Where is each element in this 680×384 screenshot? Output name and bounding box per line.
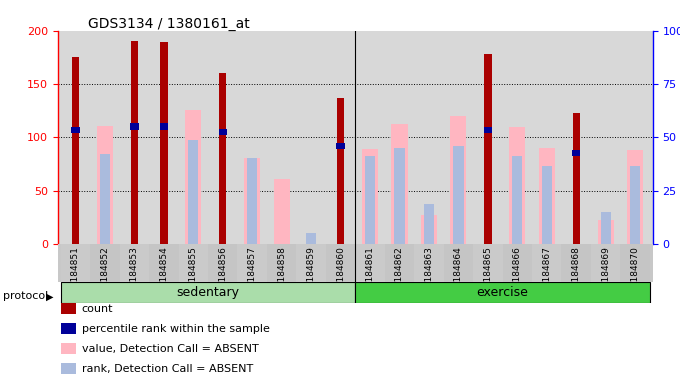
Bar: [573, 113, 580, 244]
Text: GSM184851: GSM184851: [71, 246, 80, 301]
Bar: [600, 212, 611, 244]
Bar: [219, 73, 226, 244]
Bar: [219, 129, 227, 135]
Bar: [237, 244, 267, 282]
Bar: [267, 244, 296, 282]
Bar: [306, 233, 316, 244]
Bar: [483, 127, 492, 133]
Text: GSM184861: GSM184861: [366, 246, 375, 301]
Bar: [160, 43, 167, 244]
Text: percentile rank within the sample: percentile rank within the sample: [82, 324, 269, 334]
Text: GSM184853: GSM184853: [130, 246, 139, 301]
Bar: [71, 127, 80, 133]
Text: GSM184869: GSM184869: [601, 246, 610, 301]
Bar: [326, 244, 355, 282]
Bar: [131, 41, 138, 244]
Bar: [97, 126, 113, 244]
Bar: [591, 244, 620, 282]
Bar: [90, 244, 120, 282]
Bar: [454, 146, 464, 244]
Text: GSM184864: GSM184864: [454, 246, 463, 301]
Bar: [414, 244, 443, 282]
Bar: [539, 148, 555, 244]
Bar: [424, 204, 434, 244]
Text: GSM184859: GSM184859: [307, 246, 316, 301]
Bar: [503, 244, 532, 282]
Text: GDS3134 / 1380161_at: GDS3134 / 1380161_at: [88, 17, 250, 31]
Bar: [365, 156, 375, 244]
Bar: [355, 282, 650, 303]
Bar: [149, 244, 179, 282]
Bar: [627, 150, 643, 244]
Bar: [392, 124, 407, 244]
Bar: [61, 282, 355, 303]
Text: GSM184855: GSM184855: [189, 246, 198, 301]
Bar: [620, 244, 650, 282]
Bar: [512, 156, 522, 244]
Bar: [362, 149, 378, 244]
Bar: [208, 244, 237, 282]
Bar: [247, 157, 257, 244]
Text: count: count: [82, 304, 113, 314]
Bar: [273, 179, 290, 244]
Bar: [244, 157, 260, 244]
Bar: [355, 244, 385, 282]
Bar: [532, 244, 562, 282]
Bar: [421, 215, 437, 244]
Bar: [443, 244, 473, 282]
Bar: [394, 148, 405, 244]
Text: GSM184858: GSM184858: [277, 246, 286, 301]
Bar: [509, 127, 526, 244]
Bar: [541, 166, 552, 244]
Text: GSM184865: GSM184865: [483, 246, 492, 301]
Text: GSM184857: GSM184857: [248, 246, 257, 301]
Text: GSM184852: GSM184852: [101, 246, 109, 301]
Bar: [473, 244, 503, 282]
Text: GSM184867: GSM184867: [542, 246, 551, 301]
Text: ▶: ▶: [46, 291, 53, 301]
Bar: [562, 244, 591, 282]
Bar: [385, 244, 414, 282]
Text: GSM184856: GSM184856: [218, 246, 227, 301]
Bar: [572, 150, 580, 156]
Bar: [179, 244, 208, 282]
Bar: [72, 57, 79, 244]
Text: rank, Detection Call = ABSENT: rank, Detection Call = ABSENT: [82, 364, 253, 374]
Bar: [100, 154, 110, 244]
Bar: [160, 123, 168, 130]
Text: exercise: exercise: [477, 286, 528, 299]
Text: GSM184860: GSM184860: [336, 246, 345, 301]
Text: GSM184868: GSM184868: [572, 246, 581, 301]
Bar: [598, 220, 614, 244]
Bar: [337, 98, 344, 244]
Text: GSM184870: GSM184870: [630, 246, 640, 301]
Text: value, Detection Call = ABSENT: value, Detection Call = ABSENT: [82, 344, 258, 354]
Bar: [630, 166, 641, 244]
Text: GSM184854: GSM184854: [159, 246, 169, 301]
Bar: [450, 116, 466, 244]
Bar: [188, 141, 199, 244]
Bar: [61, 244, 90, 282]
Text: protocol: protocol: [3, 291, 49, 301]
Bar: [120, 244, 149, 282]
Text: GSM184866: GSM184866: [513, 246, 522, 301]
Bar: [131, 123, 139, 130]
Text: sedentary: sedentary: [177, 286, 239, 299]
Text: GSM184863: GSM184863: [424, 246, 433, 301]
Bar: [484, 54, 492, 244]
Bar: [296, 244, 326, 282]
Text: GSM184862: GSM184862: [395, 246, 404, 301]
Bar: [337, 142, 345, 149]
Bar: [185, 109, 201, 244]
